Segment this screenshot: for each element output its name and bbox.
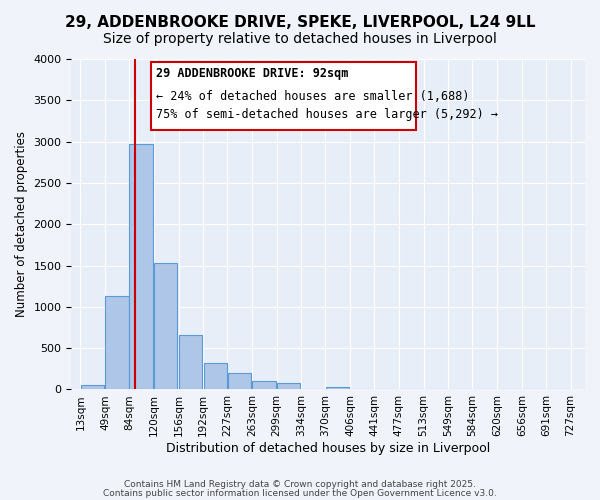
Bar (253, 381, 275, 390)
Y-axis label: Number of detached properties: Number of detached properties (15, 131, 28, 317)
Bar (277, 384, 301, 390)
Bar (130, 144, 153, 390)
Text: 29 ADDENBROOKE DRIVE: 92sqm: 29 ADDENBROOKE DRIVE: 92sqm (156, 68, 349, 80)
Bar (227, 372, 251, 390)
Text: ← 24% of detached houses are smaller (1,688)
75% of semi-detached houses are lar: ← 24% of detached houses are smaller (1,… (156, 90, 498, 122)
Bar (326, 387, 349, 390)
Text: Contains public sector information licensed under the Open Government Licence v3: Contains public sector information licen… (103, 488, 497, 498)
FancyBboxPatch shape (151, 62, 416, 130)
Bar (154, 263, 178, 390)
Bar (203, 363, 227, 390)
Text: Contains HM Land Registry data © Crown copyright and database right 2025.: Contains HM Land Registry data © Crown c… (124, 480, 476, 489)
Bar (106, 296, 129, 390)
Text: Size of property relative to detached houses in Liverpool: Size of property relative to detached ho… (103, 32, 497, 46)
X-axis label: Distribution of detached houses by size in Liverpool: Distribution of detached houses by size … (166, 442, 490, 455)
Bar (80, 386, 104, 390)
Bar (179, 335, 202, 390)
Text: 29, ADDENBROOKE DRIVE, SPEKE, LIVERPOOL, L24 9LL: 29, ADDENBROOKE DRIVE, SPEKE, LIVERPOOL,… (65, 15, 535, 30)
